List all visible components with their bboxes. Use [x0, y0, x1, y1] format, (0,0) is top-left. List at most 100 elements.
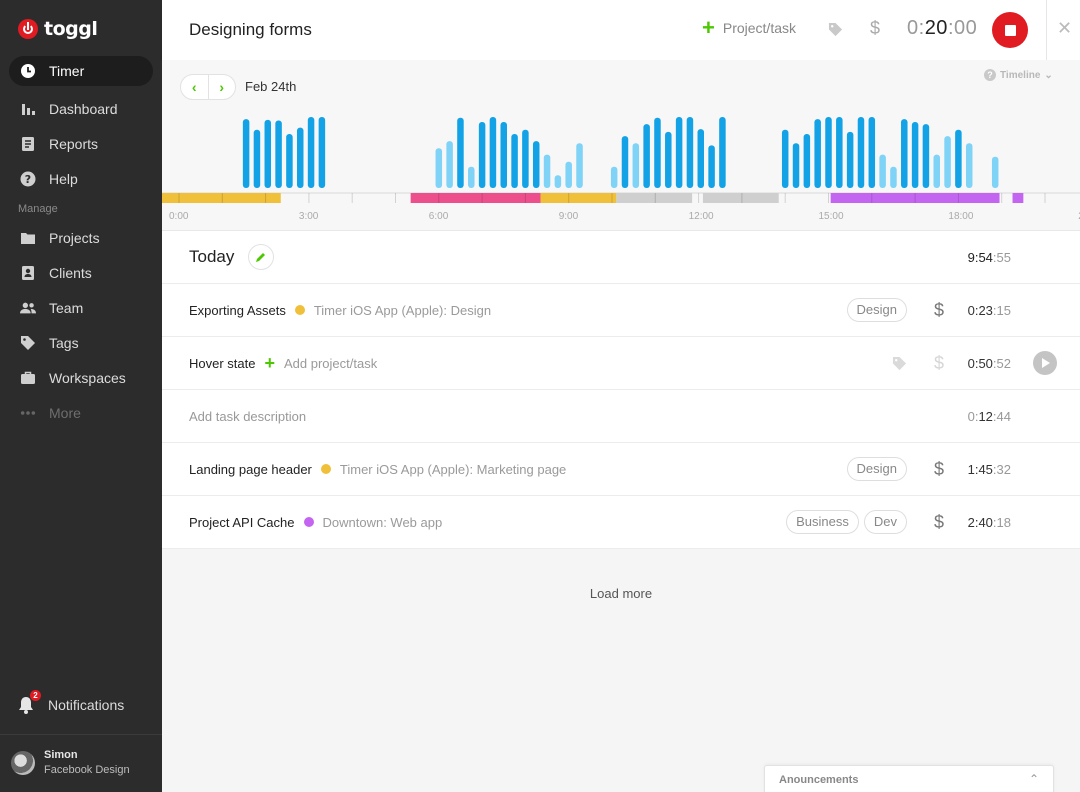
project-segment[interactable] — [830, 193, 1000, 203]
sidebar-item-dashboard[interactable]: Dashboard — [0, 91, 162, 126]
time-entry-row[interactable]: Exporting Assets Timer iOS App (Apple): … — [162, 284, 1080, 337]
entry-description-placeholder[interactable]: Add task description — [189, 408, 307, 424]
load-more-button[interactable]: Load more — [589, 586, 653, 601]
more-icon — [20, 405, 36, 421]
activity-bar — [242, 119, 250, 188]
activity-bar — [781, 129, 789, 188]
billable-dollar-icon[interactable]: $ — [933, 511, 944, 532]
sidebar-item-team[interactable]: Team — [0, 290, 162, 325]
billable-dollar-icon[interactable]: $ — [933, 352, 944, 373]
toggl-logo[interactable]: toggl — [18, 18, 98, 40]
sidebar-item-label: More — [49, 404, 81, 421]
time-entry-row[interactable]: Project API Cache Downtown: Web app Busi… — [162, 496, 1080, 549]
sidebar-item-label: Workspaces — [49, 369, 126, 386]
project-segment[interactable] — [540, 193, 617, 203]
contact-card-icon — [20, 265, 36, 281]
activity-bar — [500, 121, 507, 188]
hour-label: 6:00 — [429, 211, 449, 222]
sidebar-item-projects[interactable]: Projects — [0, 220, 162, 255]
logo-text: toggl — [44, 18, 98, 40]
time-entry-row[interactable]: Landing page header Timer iOS App (Apple… — [162, 443, 1080, 496]
activity-bar — [643, 124, 650, 188]
document-icon — [20, 136, 36, 152]
activity-bar — [846, 131, 854, 188]
help-icon: ? — [984, 69, 996, 81]
activity-bar — [275, 120, 282, 188]
stop-button[interactable] — [992, 12, 1028, 48]
sidebar-item-timer[interactable]: Timer — [9, 56, 153, 86]
tag-icon[interactable] — [828, 22, 843, 42]
entry-description[interactable]: Hover state — [189, 355, 256, 371]
sidebar-item-reports[interactable]: Reports — [0, 126, 162, 161]
edit-button[interactable] — [248, 244, 274, 270]
tag-chip[interactable]: Design — [846, 298, 907, 322]
notifications-button[interactable]: 2 Notifications — [18, 690, 124, 714]
activity-bar — [836, 117, 843, 188]
tag-chip[interactable]: Design — [846, 457, 907, 481]
billable-dollar-icon[interactable]: $ — [933, 299, 944, 320]
tag-chip[interactable]: Dev — [863, 510, 907, 534]
entry-project[interactable]: Timer iOS App (Apple): Design — [313, 302, 492, 318]
activity-bar — [879, 154, 886, 188]
entry-description[interactable]: Landing page header — [189, 461, 312, 477]
project-task-button[interactable]: + Project/task — [702, 17, 796, 39]
project-segment[interactable] — [702, 193, 779, 203]
close-icon[interactable]: ✕ — [1057, 18, 1073, 38]
add-project-task-link[interactable]: Add project/task — [284, 355, 378, 371]
continue-play-button[interactable] — [1033, 351, 1057, 375]
activity-bar — [446, 141, 453, 188]
team-icon — [20, 300, 36, 316]
activity-bar — [435, 148, 443, 188]
entry-project[interactable]: Timer iOS App (Apple): Marketing page — [339, 461, 567, 477]
activity-bar — [901, 119, 908, 188]
sidebar-item-help[interactable]: ? Help — [0, 161, 162, 196]
billable-dollar-icon[interactable]: $ — [870, 18, 881, 38]
activity-bar — [911, 121, 919, 188]
entry-project[interactable]: Downtown: Web app — [322, 514, 443, 530]
notification-count-badge: 2 — [30, 690, 41, 701]
activity-bar — [522, 129, 529, 188]
project-segment[interactable] — [1012, 193, 1024, 203]
entry-duration[interactable]: 0:50:52 — [967, 355, 1011, 371]
announcements-panel[interactable]: Anouncements ⌃ — [764, 765, 1054, 792]
entry-description[interactable]: Project API Cache — [189, 514, 295, 530]
sidebar-item-workspaces[interactable]: Workspaces — [0, 360, 162, 395]
project-segment[interactable] — [616, 193, 693, 203]
project-segment[interactable] — [162, 193, 281, 203]
avatar — [11, 751, 35, 775]
time-entry-row[interactable]: Hover state + Add project/task $ 0:50:52 — [162, 337, 1080, 390]
activity-bar — [665, 131, 672, 188]
entry-description[interactable]: Exporting Assets — [189, 302, 286, 318]
briefcase-icon — [20, 370, 36, 386]
entry-duration[interactable]: 2:40:18 — [967, 514, 1011, 530]
sidebar-item-clients[interactable]: Clients — [0, 255, 162, 290]
user-profile[interactable]: Simon Facebook Design — [0, 734, 162, 792]
activity-bar — [286, 134, 293, 188]
activity-bar — [825, 117, 832, 188]
activity-bar — [708, 145, 715, 188]
running-entry-description[interactable]: Designing forms — [189, 20, 312, 39]
project-color-dot — [303, 517, 314, 527]
chevron-left-icon[interactable]: ‹ — [181, 75, 209, 99]
tag-chip[interactable]: Business — [786, 510, 859, 534]
sidebar-section-manage: Manage — [18, 203, 58, 215]
project-color-dot — [294, 305, 305, 315]
project-segment[interactable] — [410, 193, 541, 203]
sidebar-item-tags[interactable]: Tags — [0, 325, 162, 360]
billable-dollar-icon[interactable]: $ — [933, 458, 944, 479]
tag-icon[interactable] — [892, 356, 907, 376]
activity-bar — [857, 117, 865, 188]
plus-icon: + — [264, 353, 275, 373]
timeline-mode-toggle[interactable]: ? Timeline ⌄ — [984, 69, 1053, 81]
activity-bar — [890, 166, 897, 188]
sidebar-item-more[interactable]: More — [0, 395, 162, 430]
time-entry-row[interactable]: Add task description 0:12:44 — [162, 390, 1080, 443]
entry-duration[interactable]: 1:45:32 — [967, 461, 1011, 477]
entry-duration[interactable]: 0:23:15 — [967, 302, 1011, 318]
announcements-label: Anouncements — [779, 774, 859, 786]
activity-bar — [814, 119, 821, 188]
stop-icon — [1004, 24, 1016, 36]
entry-duration[interactable]: 0:12:44 — [967, 408, 1011, 424]
activity-bar — [296, 127, 304, 188]
chevron-right-icon[interactable]: › — [219, 79, 225, 95]
